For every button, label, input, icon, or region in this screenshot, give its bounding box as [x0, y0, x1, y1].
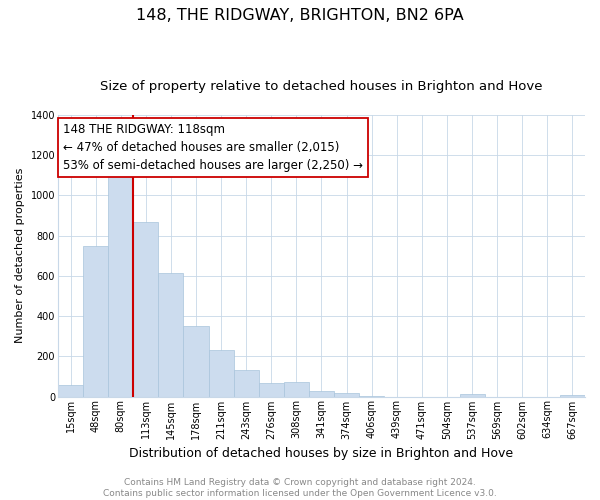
- Title: Size of property relative to detached houses in Brighton and Hove: Size of property relative to detached ho…: [100, 80, 543, 93]
- Text: 148, THE RIDGWAY, BRIGHTON, BN2 6PA: 148, THE RIDGWAY, BRIGHTON, BN2 6PA: [136, 8, 464, 22]
- Bar: [184, 326, 209, 396]
- Bar: [259, 384, 284, 396]
- Bar: [309, 392, 334, 396]
- Bar: [560, 394, 585, 396]
- Bar: [133, 222, 158, 396]
- Bar: [58, 386, 83, 396]
- Text: Contains HM Land Registry data © Crown copyright and database right 2024.
Contai: Contains HM Land Registry data © Crown c…: [103, 478, 497, 498]
- Text: 148 THE RIDGWAY: 118sqm
← 47% of detached houses are smaller (2,015)
53% of semi: 148 THE RIDGWAY: 118sqm ← 47% of detache…: [63, 123, 363, 172]
- Bar: [158, 273, 184, 396]
- Bar: [460, 394, 485, 396]
- Bar: [108, 176, 133, 396]
- Bar: [284, 382, 309, 396]
- Y-axis label: Number of detached properties: Number of detached properties: [15, 168, 25, 344]
- X-axis label: Distribution of detached houses by size in Brighton and Hove: Distribution of detached houses by size …: [130, 447, 514, 460]
- Bar: [83, 246, 108, 396]
- Bar: [334, 393, 359, 396]
- Bar: [233, 370, 259, 396]
- Bar: [209, 350, 233, 397]
